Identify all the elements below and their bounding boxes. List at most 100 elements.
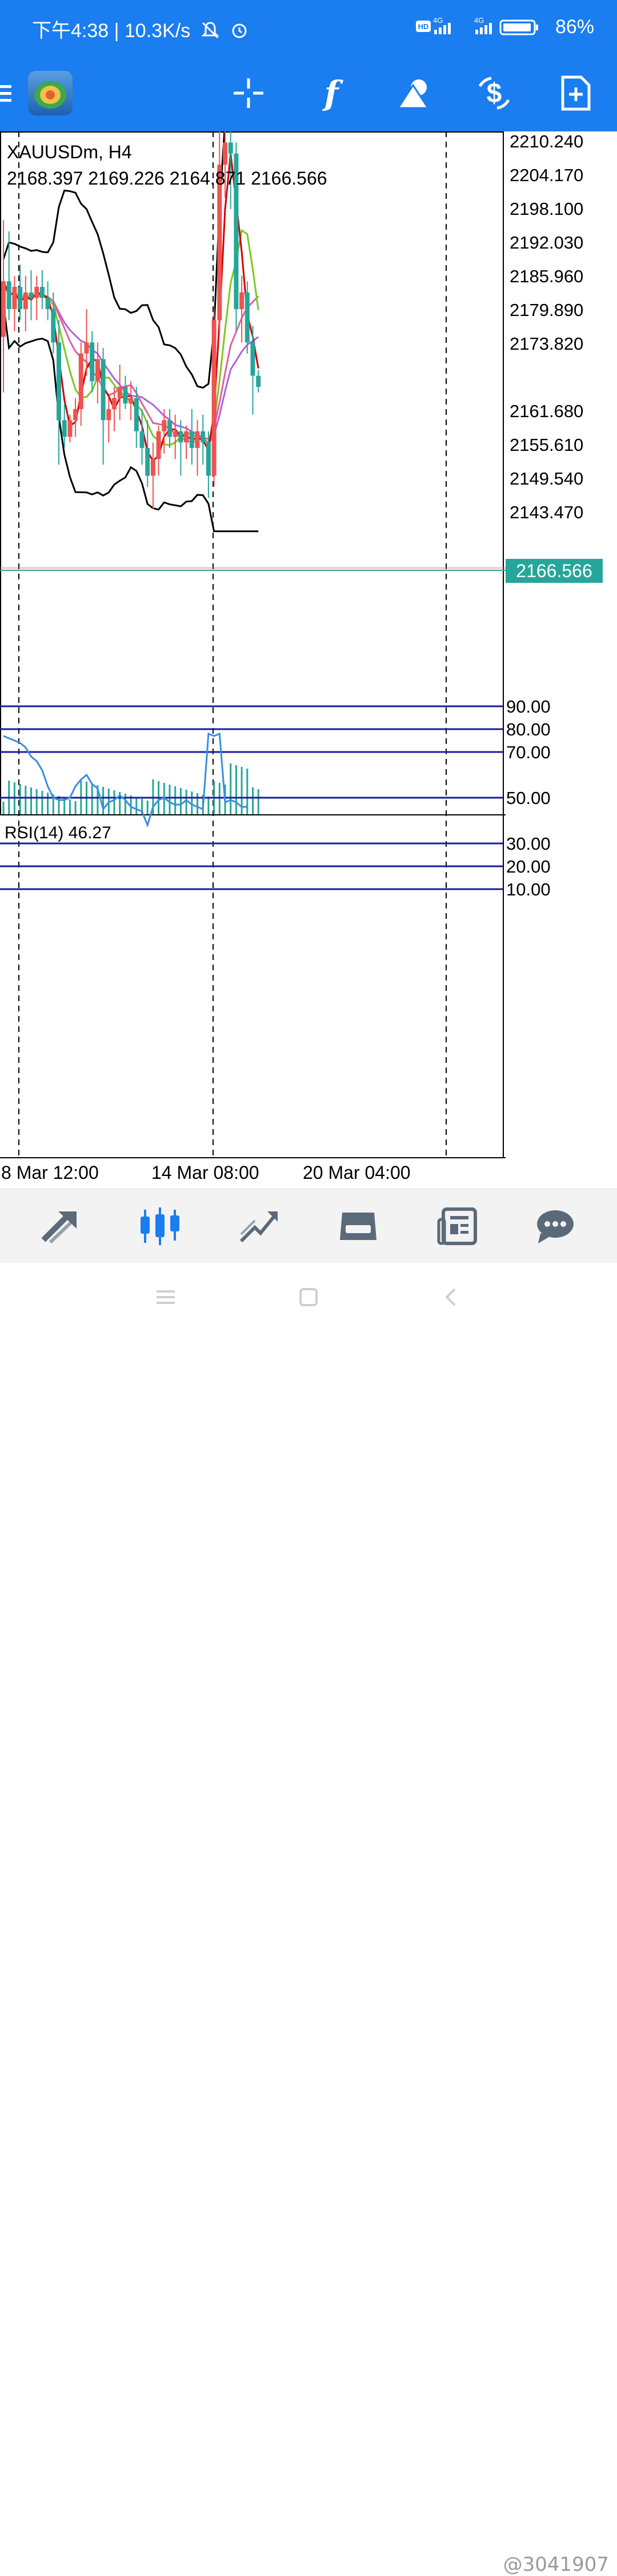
candle-body — [6, 281, 11, 309]
candle-body — [112, 398, 117, 409]
candle-body — [134, 398, 139, 431]
candle-body — [228, 142, 233, 154]
svg-text:$: $ — [487, 78, 502, 109]
history-icon[interactable] — [318, 1189, 398, 1263]
price-tick-label: 2185.960 — [510, 266, 583, 286]
status-right: HD 4G 4G 86% — [415, 15, 594, 38]
current-price-label: 2166.566 — [516, 561, 592, 581]
candle-body — [195, 431, 200, 448]
menu-nav-icon[interactable] — [154, 1286, 183, 1314]
rsi-level-label: 90.00 — [506, 697, 551, 717]
candle-body — [173, 431, 178, 437]
candle-body — [211, 320, 217, 476]
candle-body — [57, 342, 61, 421]
candle-body — [245, 292, 250, 343]
crosshair-icon[interactable] — [226, 54, 271, 131]
battery-percent: 86% — [555, 16, 594, 38]
mute-bell-icon — [201, 22, 219, 39]
price-tick-label: 2149.540 — [510, 469, 583, 489]
price-tick-label: 2192.030 — [510, 233, 583, 253]
price-tick-label: 2155.610 — [510, 435, 583, 455]
price-tick-label: 2210.240 — [510, 131, 583, 151]
candle-body — [45, 298, 50, 309]
main-chart-frame — [0, 131, 504, 815]
ohlc-values: 2168.397 2169.226 2164.871 2166.566 — [7, 168, 327, 189]
bollinger-bands — [2, 91, 259, 533]
chart-area[interactable]: 2216.3102210.2402204.1702198.1002192.030… — [0, 91, 617, 1189]
rsi-level-label: 80.00 — [506, 719, 551, 739]
current-price-badge — [506, 559, 603, 583]
system-navigation: @3041907 — [0, 1263, 617, 2576]
candle-body — [129, 398, 134, 404]
status-time-speed: 下午4:38 | 10.3K/s — [32, 20, 191, 42]
news-icon[interactable] — [417, 1189, 497, 1263]
rsi-label: RSI(14) 46.27 — [5, 823, 111, 842]
net-label-1: 4G — [433, 16, 443, 25]
candle-body — [162, 420, 167, 431]
back-nav-icon[interactable] — [440, 1286, 468, 1314]
rsi-level-label: 10.00 — [506, 879, 551, 899]
x-label-2: 20 Mar 04:00 — [303, 1162, 411, 1183]
trade-icon[interactable] — [219, 1189, 299, 1263]
candle-body — [117, 387, 122, 398]
net-label-2: 4G — [474, 16, 484, 25]
price-axis: 2216.3102210.2402204.1702198.1002192.030… — [510, 98, 583, 522]
rsi-level-label: 70.00 — [506, 742, 551, 762]
candle-body — [90, 342, 95, 382]
status-bar: 下午4:38 | 10.3K/s HD 4G 4G 86% — [0, 0, 617, 54]
candle-body — [223, 142, 227, 165]
candle-body — [1, 281, 6, 337]
rsi-level-label: 20.00 — [506, 857, 551, 877]
indicators-icon[interactable]: f — [308, 54, 354, 131]
indicators-label: f — [324, 73, 339, 113]
status-left: 下午4:38 | 10.3K/s — [32, 15, 249, 43]
candle-body — [62, 420, 67, 437]
candle-body — [73, 409, 78, 421]
candle-body — [167, 420, 172, 437]
candle-body — [101, 359, 106, 421]
new-order-icon[interactable] — [551, 54, 600, 131]
candle-body — [51, 309, 56, 343]
candle-body — [78, 353, 83, 409]
bollinger-lower — [2, 303, 259, 533]
candle-body — [178, 431, 183, 443]
rsi-level-label: 30.00 — [506, 834, 551, 854]
candlesticks — [1, 120, 261, 509]
price-tick-label: 2179.890 — [510, 300, 583, 320]
candle-body — [106, 409, 111, 421]
home-nav-icon[interactable] — [297, 1286, 326, 1314]
x-label-1: 14 Mar 08:00 — [151, 1162, 259, 1183]
rsi-level-label: 50.00 — [506, 788, 551, 808]
symbol-sets-icon[interactable]: $ — [468, 54, 520, 131]
candle-body — [29, 292, 34, 298]
candle-body — [189, 431, 194, 448]
quotes-icon[interactable] — [22, 1189, 102, 1263]
candle-body — [95, 359, 100, 382]
candle-body — [250, 342, 255, 376]
candle-body — [39, 287, 45, 298]
bollinger-upper — [2, 91, 259, 389]
signal-icon: HD 4G 4G — [416, 16, 539, 35]
price-chart[interactable]: 2216.3102210.2402204.1702198.1002192.030… — [0, 91, 617, 1189]
candle-body — [139, 431, 145, 448]
price-tick-label: 2204.170 — [510, 165, 583, 185]
x-label-0: 8 Mar 12:00 — [1, 1162, 99, 1183]
candle-body — [201, 431, 206, 443]
objects-icon[interactable] — [388, 54, 440, 131]
app-toolbar: f $ — [0, 54, 617, 131]
price-tick-label: 2143.470 — [510, 502, 583, 522]
app-logo-icon[interactable] — [26, 54, 74, 131]
candle-body — [150, 459, 155, 476]
candle-body — [84, 342, 89, 354]
candle-body — [239, 292, 245, 309]
chat-icon[interactable] — [515, 1189, 595, 1263]
price-tick-label: 2173.820 — [510, 334, 583, 354]
alarm-icon — [232, 23, 247, 38]
candle-body — [18, 287, 23, 309]
watermark-text: @3041907 — [503, 2553, 609, 2576]
candle-body — [12, 287, 17, 309]
menu-icon[interactable] — [0, 54, 17, 131]
chart-icon[interactable] — [120, 1189, 200, 1263]
candle-body — [145, 447, 150, 476]
candle-body — [34, 287, 39, 298]
